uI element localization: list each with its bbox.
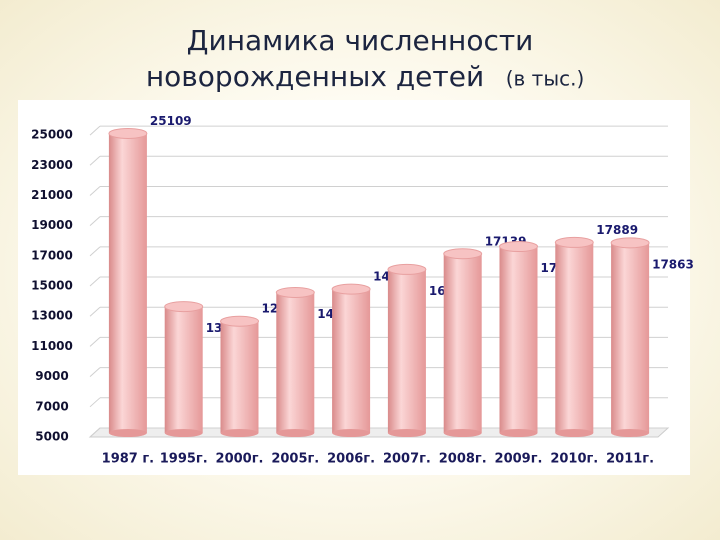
bar-cap: [220, 315, 259, 327]
y-tick-label: 21000: [31, 188, 73, 202]
bar-cap: [164, 301, 204, 313]
x-tick-label: 2005г.: [271, 452, 319, 467]
bar: [443, 253, 482, 433]
bar-cap: [499, 241, 538, 253]
bar-base: [276, 429, 315, 437]
bar-cap: [387, 263, 427, 275]
x-tick-label: 1995г.: [160, 452, 208, 467]
value-label: 25109: [150, 114, 192, 128]
x-tick-label: 2010г.: [550, 452, 598, 467]
y-tick-label: 5000: [35, 430, 68, 444]
bar-cap: [331, 283, 371, 295]
y-tick-label: 23000: [31, 158, 73, 172]
bar-base: [443, 429, 482, 437]
y-tick-label: 13000: [31, 309, 73, 323]
y-tick-label: 7000: [35, 399, 68, 413]
tick-mark: [89, 155, 101, 166]
bar: [499, 246, 538, 433]
x-tick-label: 2000г.: [216, 452, 264, 467]
bar: [276, 292, 315, 433]
x-tick-label: 2009г.: [495, 452, 543, 467]
bar-cap: [108, 127, 148, 139]
bar-base: [108, 429, 147, 437]
bar-cap: [610, 237, 650, 249]
y-tick-label: 25000: [31, 128, 73, 142]
bar-base: [555, 429, 594, 437]
title-line: новорожденных детей: [146, 60, 484, 93]
title-note: (в тыс.): [506, 67, 585, 91]
tick-mark: [89, 367, 101, 377]
y-tick-label: 11000: [31, 339, 73, 353]
x-tick-label: 2007г.: [383, 452, 431, 467]
value-label: 17863: [652, 257, 694, 271]
bar: [108, 133, 147, 433]
bar-cap: [554, 236, 594, 248]
tick-mark: [89, 397, 101, 408]
title-line: Динамика численности: [187, 24, 534, 57]
bar-base: [387, 429, 426, 437]
x-tick-label: 2006г.: [327, 452, 375, 467]
tick-mark: [89, 186, 101, 196]
bar: [220, 321, 259, 433]
y-tick-label: 17000: [31, 248, 73, 262]
bar: [555, 242, 594, 433]
y-tick-label: 15000: [31, 279, 73, 293]
bar-base: [332, 429, 371, 437]
y-tick-label: 9000: [35, 369, 68, 383]
x-tick-label: 1987 г.: [102, 452, 154, 467]
bar-cap: [275, 286, 315, 298]
bar-base: [220, 429, 259, 437]
bar-base: [611, 429, 650, 437]
bar: [611, 242, 650, 433]
bar: [387, 269, 426, 433]
tick-mark: [89, 427, 101, 438]
bar-cap: [443, 248, 483, 260]
bar: [164, 306, 203, 433]
tick-mark: [89, 125, 101, 136]
tick-mark: [89, 216, 101, 227]
bar: [332, 289, 371, 433]
tick-mark: [89, 276, 101, 287]
bar-base: [499, 429, 538, 437]
tick-mark: [89, 246, 101, 257]
y-tick-label: 19000: [31, 218, 73, 232]
value-label: 17889: [596, 223, 638, 237]
tick-mark: [89, 337, 101, 347]
tick-mark: [89, 306, 101, 317]
x-tick-label: 2011г.: [606, 452, 654, 467]
bar-base: [164, 429, 203, 437]
x-tick-label: 2008г.: [439, 452, 487, 467]
